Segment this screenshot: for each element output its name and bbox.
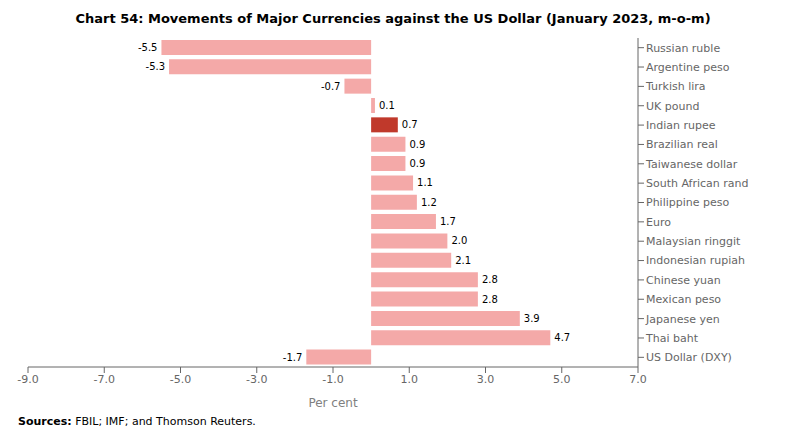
svg-text:Japanese yen: Japanese yen — [645, 313, 720, 326]
svg-text:Argentine peso: Argentine peso — [646, 61, 730, 74]
svg-text:0.9: 0.9 — [409, 158, 425, 169]
svg-text:-9.0: -9.0 — [17, 373, 38, 386]
svg-text:5.0: 5.0 — [553, 373, 571, 386]
svg-text:Taiwanese dollar: Taiwanese dollar — [645, 158, 738, 171]
svg-text:Euro: Euro — [646, 216, 671, 229]
svg-text:1.1: 1.1 — [417, 177, 433, 188]
svg-text:7.0: 7.0 — [629, 373, 647, 386]
svg-text:Turkish lira: Turkish lira — [645, 80, 706, 93]
svg-text:-1.7: -1.7 — [283, 352, 303, 363]
svg-text:Chinese yuan: Chinese yuan — [646, 274, 721, 287]
svg-text:4.7: 4.7 — [554, 332, 570, 343]
svg-text:-5.3: -5.3 — [146, 61, 166, 72]
svg-text:Brazilian real: Brazilian real — [646, 138, 718, 151]
svg-text:2.1: 2.1 — [455, 255, 471, 266]
svg-text:UK pound: UK pound — [646, 100, 699, 113]
svg-text:-1.0: -1.0 — [322, 373, 343, 386]
svg-text:Russian ruble: Russian ruble — [646, 42, 720, 55]
svg-text:1.0: 1.0 — [401, 373, 419, 386]
svg-text:Indian rupee: Indian rupee — [646, 119, 716, 132]
svg-text:Malaysian ringgit: Malaysian ringgit — [646, 235, 741, 248]
svg-text:0.9: 0.9 — [409, 139, 425, 150]
html-text:Sources: FBIL; IMF; and Thomso: Sources: FBIL; IMF; and Thomson Reuters. — [18, 415, 256, 428]
svg-text:2.8: 2.8 — [482, 274, 498, 285]
svg-text:Philippine peso: Philippine peso — [646, 196, 730, 209]
svg-text:Mexican peso: Mexican peso — [646, 293, 721, 306]
svg-text:-0.7: -0.7 — [321, 81, 341, 92]
svg-text:Thai baht: Thai baht — [645, 332, 699, 345]
html-text:Chart 54: Movements of Major C: Chart 54: Movements of Major Currencies … — [75, 11, 711, 26]
svg-text:0.7: 0.7 — [402, 119, 418, 130]
svg-text:3.0: 3.0 — [477, 373, 495, 386]
svg-text:US Dollar (DXY): US Dollar (DXY) — [646, 351, 732, 364]
svg-text:1.2: 1.2 — [421, 197, 437, 208]
svg-text:South African rand: South African rand — [646, 177, 749, 190]
svg-text:1.7: 1.7 — [440, 216, 456, 227]
svg-text:Indonesian rupiah: Indonesian rupiah — [646, 254, 745, 267]
svg-text:-3.0: -3.0 — [246, 373, 267, 386]
svg-text:-5.5: -5.5 — [138, 42, 158, 53]
svg-text:3.9: 3.9 — [524, 313, 540, 324]
svg-text:2.0: 2.0 — [451, 235, 467, 246]
svg-text:2.8: 2.8 — [482, 294, 498, 305]
svg-text:Per cent: Per cent — [308, 396, 358, 410]
svg-text:-5.0: -5.0 — [170, 373, 191, 386]
svg-text:0.1: 0.1 — [379, 100, 395, 111]
svg-text:-7.0: -7.0 — [94, 373, 115, 386]
